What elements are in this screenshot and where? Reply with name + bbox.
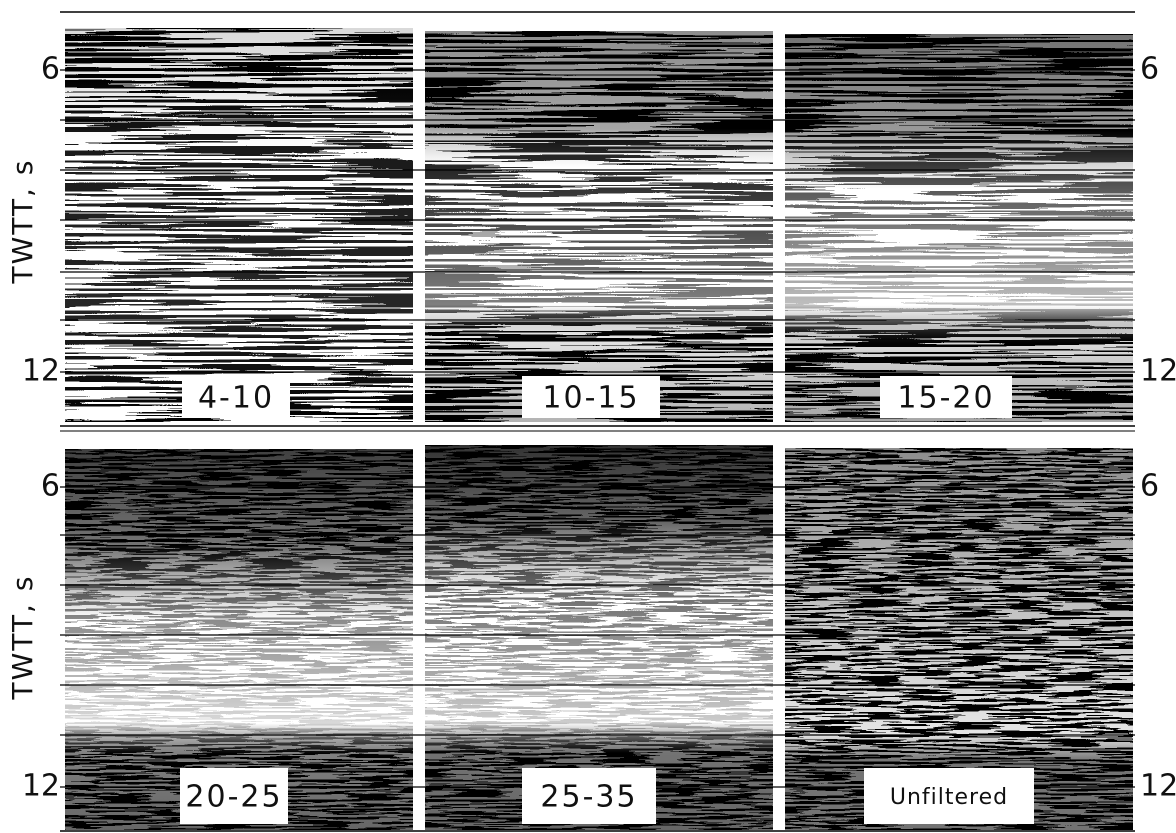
left-tick-label: 6 [41,469,60,504]
panels [60,28,1135,830]
right-tick-label: 12 [1140,769,1176,804]
panel-label: 4-10 [198,381,274,416]
panel-shading [425,31,773,422]
axis-label: TWTT, s [6,159,39,285]
right-tick-label: 12 [1140,354,1176,389]
left-tick-label: 6 [41,52,60,87]
left-tick-label: 12 [22,354,60,389]
panel-shading [785,34,1133,422]
right-tick-label: 6 [1140,52,1159,87]
panel-label: 10-15 [542,381,639,416]
panel-label: 20-25 [185,780,282,815]
panel-label: 25-35 [540,780,637,815]
panel-label: Unfiltered [890,785,1008,810]
figure: TWTT, s 6 6 12 12 4-10 10-15 15-20 TWTT, s 6 6 12 12… [0,0,1176,833]
axis-label: TWTT, s [6,575,39,701]
right-tick-label: 6 [1140,469,1159,504]
panel-label: 15-20 [897,381,994,416]
panel-shading [65,28,413,422]
left-tick-label: 12 [22,769,60,804]
